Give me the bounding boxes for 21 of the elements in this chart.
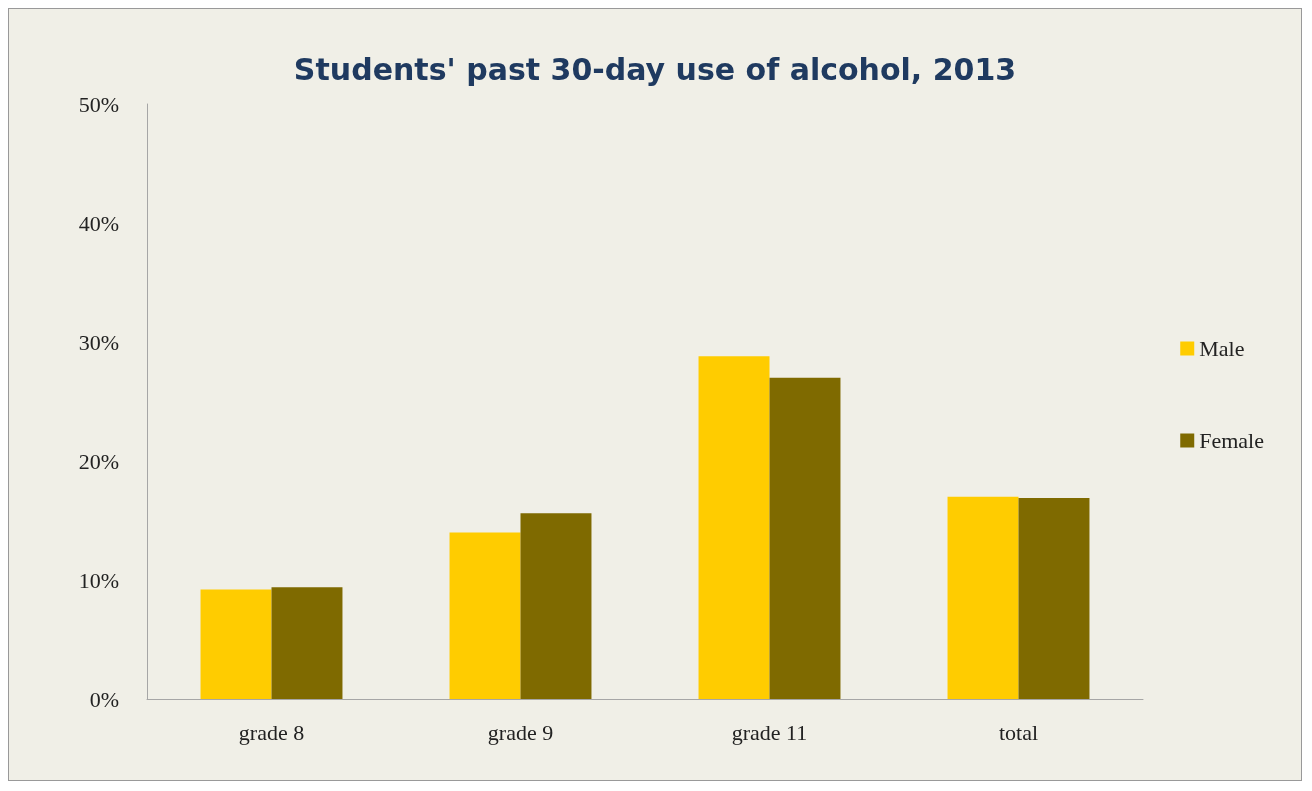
x-tick-label: total: [998, 719, 1039, 745]
bar: [271, 587, 343, 699]
bar: [947, 496, 1019, 699]
bar: [1018, 497, 1090, 699]
x-tick-label: grade 11: [731, 719, 808, 745]
bar: [698, 356, 770, 699]
y-tick-label: 10%: [78, 567, 119, 593]
y-tick-label: 30%: [78, 329, 119, 355]
chart-title: Students' past 30-day use of alcohol, 2013: [293, 51, 1017, 87]
y-tick-label: 20%: [78, 448, 119, 474]
y-tick-label: 50%: [78, 91, 119, 117]
y-tick-label: 40%: [78, 210, 119, 236]
bar: [769, 377, 841, 699]
legend-label: Male: [1199, 336, 1245, 361]
bar: [200, 589, 272, 699]
legend-label: Female: [1199, 428, 1265, 453]
x-tick-label: grade 8: [238, 719, 305, 745]
x-tick-label: grade 9: [487, 719, 554, 745]
bar: [449, 532, 521, 699]
bar: [520, 513, 592, 699]
y-tick-label: 0%: [89, 686, 119, 712]
